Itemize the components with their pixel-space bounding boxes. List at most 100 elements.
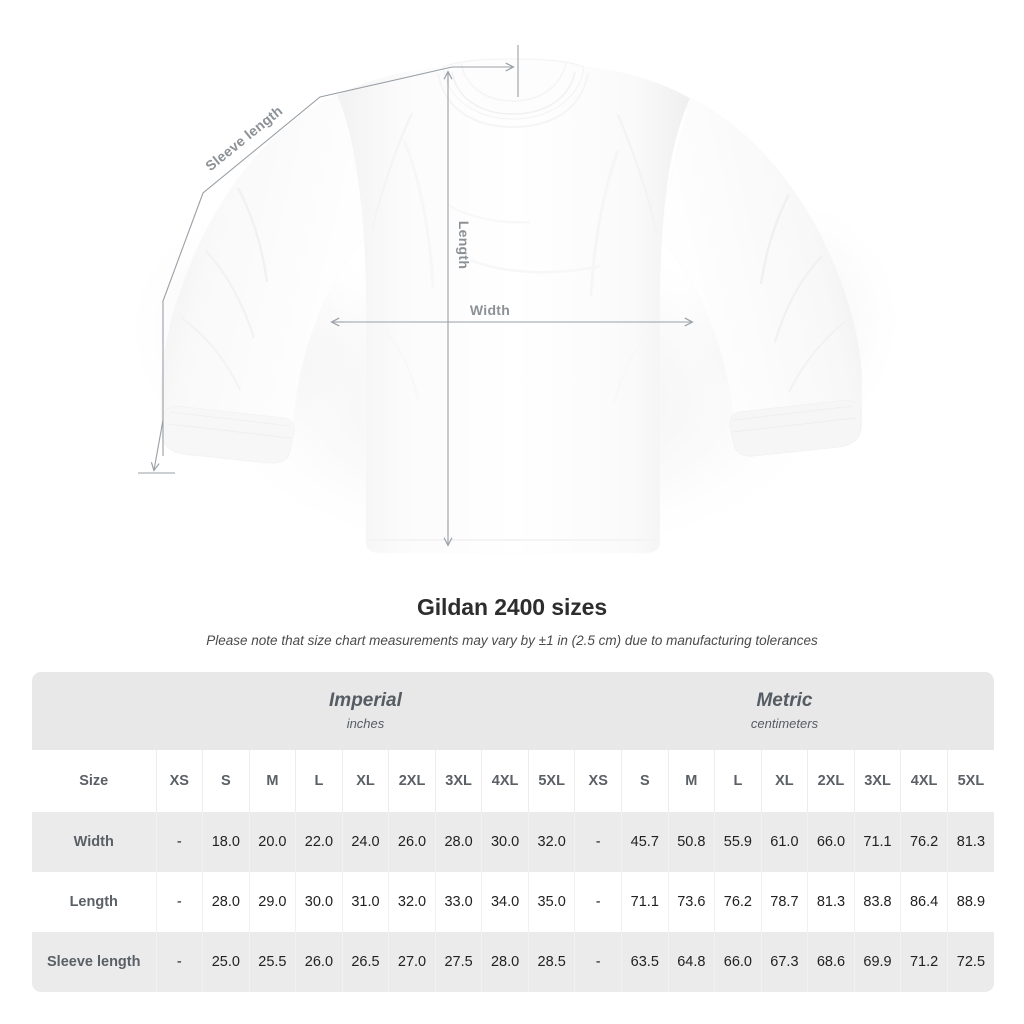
row-label-sleeve-length: Sleeve length bbox=[32, 932, 157, 992]
page-title: Gildan 2400 sizes bbox=[416, 594, 608, 620]
left-sleeve bbox=[160, 94, 373, 464]
cell-metric: 66.0 bbox=[714, 932, 762, 992]
sleeve-length-dimension bbox=[138, 45, 519, 474]
row-label-width: Width bbox=[32, 812, 157, 872]
row-label-length: Length bbox=[32, 872, 157, 932]
cell-imperial: - bbox=[156, 932, 204, 992]
size-header-imperial-s: S bbox=[202, 750, 250, 812]
size-chart-table: Imperial inches Metric centimeters Size XS S M L… bbox=[32, 672, 994, 992]
unit-name: Metric bbox=[756, 690, 813, 711]
cell-metric: - bbox=[574, 872, 622, 932]
cell-imperial: 24.0 bbox=[342, 812, 390, 872]
cell-imperial: 25.5 bbox=[249, 932, 297, 992]
size-header-imperial-l: L bbox=[295, 750, 343, 812]
cell-imperial: 34.0 bbox=[481, 872, 529, 932]
cell-metric: 76.2 bbox=[714, 872, 762, 932]
size-header-metric-m: M bbox=[668, 750, 716, 812]
table-row: Width -18.0 20.0 22.0 24.0 26.0 28.0 30.0 32.0-4… bbox=[32, 812, 994, 872]
cell-metric: 71.2 bbox=[900, 932, 948, 992]
cell-metric: 88.9 bbox=[947, 872, 994, 932]
cell-metric: 76.2 bbox=[900, 812, 948, 872]
size-header-metric-s: S bbox=[621, 750, 669, 812]
size-column-header: Size bbox=[32, 750, 157, 812]
cell-imperial: 30.0 bbox=[481, 812, 529, 872]
cell-metric: 67.3 bbox=[761, 932, 809, 992]
cell-metric: 63.5 bbox=[621, 932, 669, 992]
size-header-imperial-xs: XS bbox=[156, 750, 204, 812]
cell-metric: 66.0 bbox=[807, 812, 855, 872]
cell-imperial: 25.0 bbox=[202, 932, 250, 992]
cell-imperial: - bbox=[156, 872, 204, 932]
cell-metric: 64.8 bbox=[668, 932, 716, 992]
cell-imperial: 32.0 bbox=[388, 872, 436, 932]
cell-imperial: 35.0 bbox=[528, 872, 576, 932]
cell-metric: 72.5 bbox=[947, 932, 994, 992]
unit-subtitle: inches bbox=[346, 716, 385, 731]
size-header-imperial-5xl: 5XL bbox=[528, 750, 576, 812]
cell-metric: 71.1 bbox=[621, 872, 669, 932]
cell-metric: 61.0 bbox=[761, 812, 809, 872]
unit-header-metric: Metric centimeters bbox=[574, 672, 994, 750]
length-label: Length bbox=[456, 221, 472, 269]
size-header-imperial-m: M bbox=[249, 750, 297, 812]
cell-metric: 50.8 bbox=[668, 812, 716, 872]
right-sleeve bbox=[656, 97, 863, 457]
garment-illustration: Sleeve length Length Width bbox=[120, 45, 910, 570]
cell-metric: 81.3 bbox=[947, 812, 994, 872]
dimension-lines bbox=[138, 45, 694, 547]
cell-imperial: 18.0 bbox=[202, 812, 250, 872]
cell-imperial: 26.0 bbox=[388, 812, 436, 872]
size-header-metric-3xl: 3XL bbox=[854, 750, 902, 812]
cell-imperial: 28.0 bbox=[435, 812, 483, 872]
cell-imperial: 26.5 bbox=[342, 932, 390, 992]
unit-subtitle: centimeters bbox=[750, 716, 819, 731]
cell-imperial: 32.0 bbox=[528, 812, 576, 872]
cell-imperial: 28.0 bbox=[481, 932, 529, 992]
size-header-imperial-4xl: 4XL bbox=[481, 750, 529, 812]
cell-imperial: 26.0 bbox=[295, 932, 343, 992]
size-header-metric-4xl: 4XL bbox=[900, 750, 948, 812]
table-row: Length -28.0 29.0 30.0 31.0 32.0 33.0 34.0 35.0-… bbox=[32, 872, 994, 932]
size-header-metric-xs: XS bbox=[574, 750, 622, 812]
table-row: Sleeve length -25.0 25.5 26.0 26.5 27.0 27.5 28… bbox=[32, 932, 994, 992]
cell-metric: - bbox=[574, 932, 622, 992]
size-header-metric-l: L bbox=[714, 750, 762, 812]
size-header-row: Size XS S M L XL 2XL 3XL 4XL 5XL XS S M L XL 2XL 3XL 4XL 5… bbox=[32, 750, 994, 812]
chart-heading: Gildan 2400 sizes Please note that size … bbox=[0, 592, 1024, 650]
size-header-imperial-2xl: 2XL bbox=[388, 750, 436, 812]
cell-imperial: 20.0 bbox=[249, 812, 297, 872]
cell-imperial: 22.0 bbox=[295, 812, 343, 872]
unit-header-row: Imperial inches Metric centimeters bbox=[32, 672, 994, 750]
size-header-imperial-3xl: 3XL bbox=[435, 750, 483, 812]
cell-metric: 81.3 bbox=[807, 872, 855, 932]
cell-metric: 78.7 bbox=[761, 872, 809, 932]
size-header-metric-5xl: 5XL bbox=[947, 750, 994, 812]
cell-imperial: 30.0 bbox=[295, 872, 343, 932]
cell-metric: 68.6 bbox=[807, 932, 855, 992]
tolerance-note: Please note that size chart measurements… bbox=[206, 633, 818, 648]
cell-imperial: 31.0 bbox=[342, 872, 390, 932]
size-header-metric-2xl: 2XL bbox=[807, 750, 855, 812]
cell-metric: 86.4 bbox=[900, 872, 948, 932]
cell-imperial: 33.0 bbox=[435, 872, 483, 932]
size-chart-table-wrapper: Imperial inches Metric centimeters Size XS S M L… bbox=[32, 672, 994, 992]
cell-imperial: 29.0 bbox=[249, 872, 297, 932]
cell-metric: 69.9 bbox=[854, 932, 902, 992]
cell-imperial: - bbox=[156, 812, 204, 872]
width-label: Width bbox=[470, 302, 510, 318]
size-header-metric-xl: XL bbox=[761, 750, 809, 812]
cell-imperial: 28.0 bbox=[202, 872, 250, 932]
unit-header-imperial: Imperial inches bbox=[156, 672, 575, 750]
cell-metric: 71.1 bbox=[854, 812, 902, 872]
size-header-imperial-xl: XL bbox=[342, 750, 390, 812]
cell-imperial: 27.5 bbox=[435, 932, 483, 992]
cell-imperial: 27.0 bbox=[388, 932, 436, 992]
cell-metric: 73.6 bbox=[668, 872, 716, 932]
cell-metric: 45.7 bbox=[621, 812, 669, 872]
cell-imperial: 28.5 bbox=[528, 932, 576, 992]
cell-metric: 83.8 bbox=[854, 872, 902, 932]
cell-metric: - bbox=[574, 812, 622, 872]
unit-header-corner bbox=[32, 672, 156, 750]
shirt-body bbox=[336, 58, 691, 554]
unit-name: Imperial bbox=[329, 690, 402, 711]
